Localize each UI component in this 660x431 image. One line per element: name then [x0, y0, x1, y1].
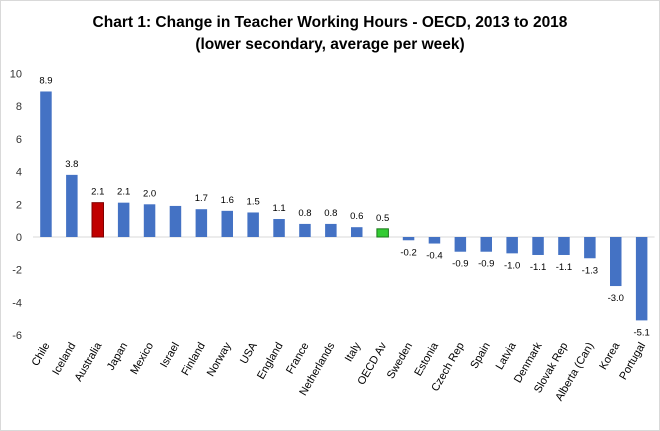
bar-england	[273, 219, 285, 237]
bar-finland	[195, 209, 208, 237]
y-tick-label: -6	[12, 330, 22, 342]
bar-japan	[117, 202, 130, 237]
bar-mexico	[143, 204, 156, 237]
y-tick-label: 10	[10, 69, 22, 81]
data-label: 3.8	[65, 159, 78, 170]
y-tick-label: 2	[16, 199, 22, 211]
bar-sweden	[402, 237, 415, 241]
y-tick-label: 8	[16, 101, 22, 113]
x-tick-label: Japan	[105, 341, 130, 373]
x-tick-label: Spain	[468, 341, 492, 371]
y-tick-label: 0	[16, 232, 22, 244]
bar-norway	[221, 210, 233, 237]
x-tick-label: Korea	[597, 340, 623, 372]
y-tick-label: 4	[16, 167, 22, 179]
data-label: 0.8	[298, 208, 311, 219]
x-tick-label: Sweden	[385, 341, 415, 381]
data-label: -1.3	[582, 265, 598, 276]
x-tick-label: Iceland	[50, 341, 78, 378]
x-tick-label: Norway	[205, 340, 234, 379]
data-label: 0.6	[350, 211, 363, 222]
bar-slovak-rep	[558, 237, 570, 255]
bar-latvia	[506, 237, 518, 254]
bar-france	[299, 223, 311, 237]
data-label: 0.8	[324, 208, 337, 219]
data-label: -0.2	[400, 247, 416, 258]
bar-czech-rep	[454, 237, 467, 252]
bar-alberta-can-	[584, 237, 596, 259]
data-label: 1.5	[247, 196, 260, 207]
data-label: -5.1	[633, 327, 649, 338]
bar-australia	[91, 202, 104, 238]
bar-chile	[40, 91, 52, 237]
data-label: 1.6	[221, 195, 234, 206]
x-tick-label: Israel	[158, 341, 182, 370]
data-label: -1.1	[556, 262, 572, 273]
x-tick-label: USA	[238, 340, 260, 366]
data-label: -0.9	[478, 259, 494, 270]
x-tick-label: Mexico	[128, 341, 156, 377]
data-label: -1.0	[504, 260, 520, 271]
bar-estonia	[428, 237, 441, 244]
data-label: 1.7	[195, 193, 208, 204]
bar-iceland	[66, 174, 78, 237]
data-label: -1.1	[530, 262, 546, 273]
y-tick-label: -2	[12, 265, 22, 277]
x-tick-label: Finland	[180, 341, 208, 378]
y-tick-label: -4	[12, 297, 22, 309]
data-label: -0.4	[426, 251, 442, 262]
data-label: 0.5	[376, 213, 389, 224]
x-tick-label: Italy	[343, 340, 364, 364]
x-tick-label: France	[284, 341, 312, 377]
data-label: -3.0	[608, 293, 624, 304]
bar-denmark	[532, 237, 544, 255]
bar-spain	[480, 237, 492, 252]
data-label: 1.1	[272, 203, 285, 214]
bar-portugal	[635, 237, 648, 321]
bar-korea	[610, 237, 622, 287]
chart-title: Chart 1: Change in Teacher Working Hours…	[92, 14, 568, 31]
data-label: -0.9	[452, 259, 468, 270]
chart-subtitle: (lower secondary, average per week)	[195, 36, 465, 53]
bar-oecd-av	[376, 228, 389, 238]
data-label: 2.1	[117, 187, 130, 198]
data-label: 2.1	[91, 187, 104, 198]
x-tick-label: Chile	[30, 341, 53, 369]
bar-italy	[351, 227, 363, 237]
bar-israel	[169, 205, 182, 237]
y-tick-label: 6	[16, 134, 22, 146]
bar-netherlands	[325, 223, 337, 237]
bar-usa	[247, 212, 259, 237]
data-label: 2.0	[143, 188, 156, 199]
data-label: 8.9	[39, 75, 52, 86]
x-tick-label: Latvia	[494, 340, 520, 372]
